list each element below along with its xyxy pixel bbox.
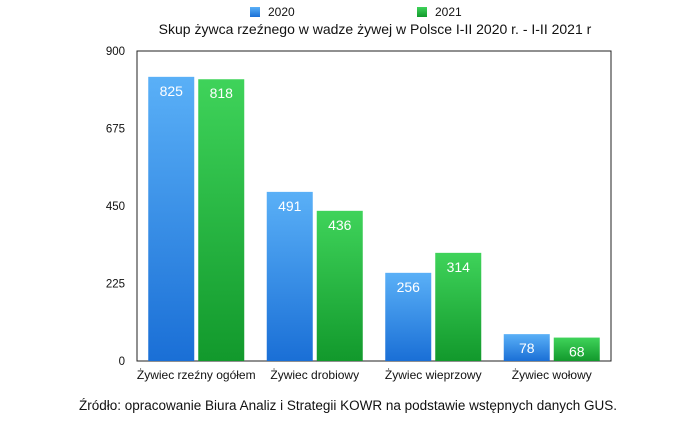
bar-2021-0 — [198, 79, 245, 361]
x-category-label: Żywiec wieprzowy — [385, 368, 482, 382]
bar-2020-1 — [266, 191, 313, 361]
bar-2021-1 — [316, 210, 363, 361]
bar-2020-3 — [503, 334, 550, 361]
y-axis: 0 225 450 675 900 — [106, 46, 125, 368]
source-note: Źródło: opracowanie Biura Analiz i Strat… — [78, 398, 617, 413]
legend-swatch-2020 — [250, 7, 260, 17]
legend-label-2020: 2020 — [268, 5, 295, 19]
legend-label-2021: 2021 — [435, 5, 462, 19]
legend: 2020 2021 — [250, 5, 462, 19]
data-label: 436 — [328, 217, 352, 233]
bar-2020-2 — [385, 272, 432, 361]
bar-2021-2 — [435, 252, 482, 361]
data-label: 68 — [569, 344, 585, 360]
legend-swatch-2021 — [417, 7, 427, 17]
y-tick-label: 675 — [106, 124, 125, 136]
data-label: 491 — [278, 198, 302, 214]
data-label: 256 — [397, 279, 421, 295]
x-category-label: Żywiec drobiowy — [270, 368, 359, 382]
bar-2021-3 — [553, 337, 600, 361]
bar-2020-0 — [148, 76, 195, 361]
data-label: 825 — [160, 83, 184, 99]
bars: 825 818 491 436 256 314 78 68 — [148, 76, 600, 361]
y-tick-label: 900 — [106, 46, 125, 58]
x-axis: Żywiec rzeźny ogółem Żywiec drobiowy Żywie… — [137, 368, 592, 382]
data-label: 78 — [519, 340, 535, 356]
y-tick-label: 225 — [106, 279, 125, 291]
x-category-label: Żywiec wołowy — [512, 368, 592, 382]
data-label: 818 — [210, 85, 234, 101]
x-category-label: Żywiec rzeźny ogółem — [137, 368, 256, 382]
chart-title: Skup żywca rzeźnego w wadze żywej w Pols… — [159, 21, 592, 37]
data-label: 314 — [447, 259, 471, 275]
y-tick-label: 450 — [106, 201, 125, 213]
y-tick-label: 0 — [119, 356, 125, 368]
